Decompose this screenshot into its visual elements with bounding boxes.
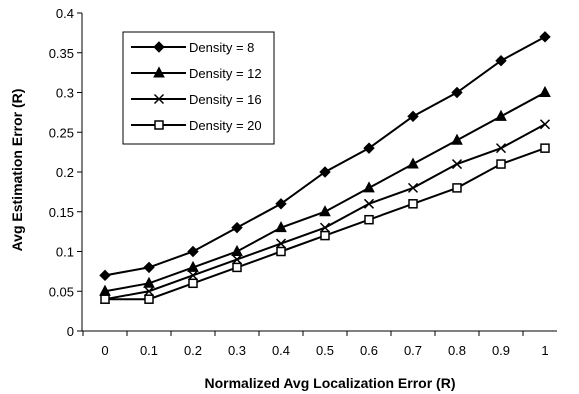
data-point	[452, 183, 462, 193]
data-point	[319, 222, 331, 233]
data-point	[187, 260, 199, 272]
legend-marker	[153, 93, 165, 105]
data-point	[364, 214, 374, 225]
data-point	[495, 109, 507, 121]
legend-item: Density = 8	[131, 40, 254, 55]
x-tick-label: 1	[541, 343, 548, 358]
data-point	[319, 166, 331, 178]
data-point	[496, 159, 506, 169]
data-point	[99, 269, 111, 282]
data-point	[231, 221, 243, 234]
x-tick-label: 0.3	[228, 343, 246, 358]
legend-marker	[154, 120, 164, 130]
y-tick-label: 0.15	[49, 205, 74, 220]
x-tick-label: 0.7	[404, 343, 422, 358]
data-point	[451, 159, 463, 170]
data-point	[539, 119, 551, 130]
x-tick-label: 0.4	[272, 343, 290, 358]
y-axis-label: Avg Estimation Error (R)	[9, 89, 25, 252]
x-tick-label: 0.2	[184, 343, 202, 358]
x-tick-label: 0.5	[316, 343, 334, 358]
data-point	[320, 230, 330, 241]
x-tick-label: 0.1	[140, 343, 158, 358]
y-tick-label: 0.35	[49, 46, 74, 61]
data-point	[143, 286, 155, 297]
data-point	[143, 261, 155, 274]
y-tick-label: 0.05	[49, 284, 74, 299]
data-point	[100, 294, 110, 304]
tick-labels: 0 0.05 0.1 0.15 0.2 0.25 0.3 0.35 0.4 0 0.1 0.2 0.3 0…	[49, 6, 549, 358]
legend-marker	[153, 41, 165, 53]
y-tick-label: 0.4	[56, 6, 74, 21]
legend-marker	[153, 66, 165, 78]
data-point	[188, 278, 198, 289]
data-point	[539, 85, 551, 97]
axes	[77, 12, 557, 336]
data-point	[451, 133, 463, 145]
legend-label: Density = 8	[189, 40, 254, 55]
data-point	[363, 181, 375, 193]
legend-item: Density = 16	[131, 92, 262, 107]
data-point	[319, 205, 331, 217]
y-tick-label: 0.1	[56, 245, 74, 260]
data-point	[275, 238, 287, 249]
data-point	[187, 245, 199, 258]
data-point	[363, 198, 375, 209]
data-point	[276, 246, 286, 257]
legend-label: Density = 16	[189, 92, 262, 107]
x-tick-label: 0.8	[448, 343, 466, 358]
x-tick-label: 0.6	[360, 343, 378, 358]
data-point	[407, 182, 419, 193]
data-point	[408, 199, 418, 209]
series-4	[100, 143, 550, 304]
data-point	[231, 254, 243, 265]
data-point	[495, 54, 507, 67]
data-point	[275, 198, 287, 210]
data-point	[144, 294, 154, 304]
legend-label: Density = 12	[189, 66, 262, 81]
legend: Density = 8 Density = 12 Density = 16 Densi…	[122, 31, 275, 145]
legend-item: Density = 12	[131, 66, 262, 81]
x-tick-label: 0	[101, 343, 108, 358]
data-point	[275, 221, 287, 233]
data-point	[187, 270, 199, 281]
data-point	[232, 262, 242, 273]
y-tick-label: 0.25	[49, 125, 74, 140]
data-point	[539, 31, 551, 43]
data-point	[407, 110, 419, 123]
data-point	[231, 244, 243, 256]
series-3	[99, 119, 551, 305]
data-point	[407, 157, 419, 169]
data-point	[143, 276, 155, 288]
series-group	[99, 31, 551, 305]
legend-item: Density = 20	[131, 118, 262, 133]
y-tick-label: 0.3	[56, 86, 74, 101]
y-tick-label: 0	[67, 324, 74, 339]
data-point	[363, 142, 375, 154]
data-point	[540, 143, 550, 153]
x-tick-label: 0.9	[492, 343, 510, 358]
y-tick-label: 0.2	[56, 165, 74, 180]
x-axis-label: Normalized Avg Localization Error (R)	[205, 375, 456, 391]
legend-label: Density = 20	[189, 118, 262, 133]
data-point	[495, 143, 507, 154]
data-point	[451, 86, 463, 99]
series-1	[99, 31, 551, 282]
